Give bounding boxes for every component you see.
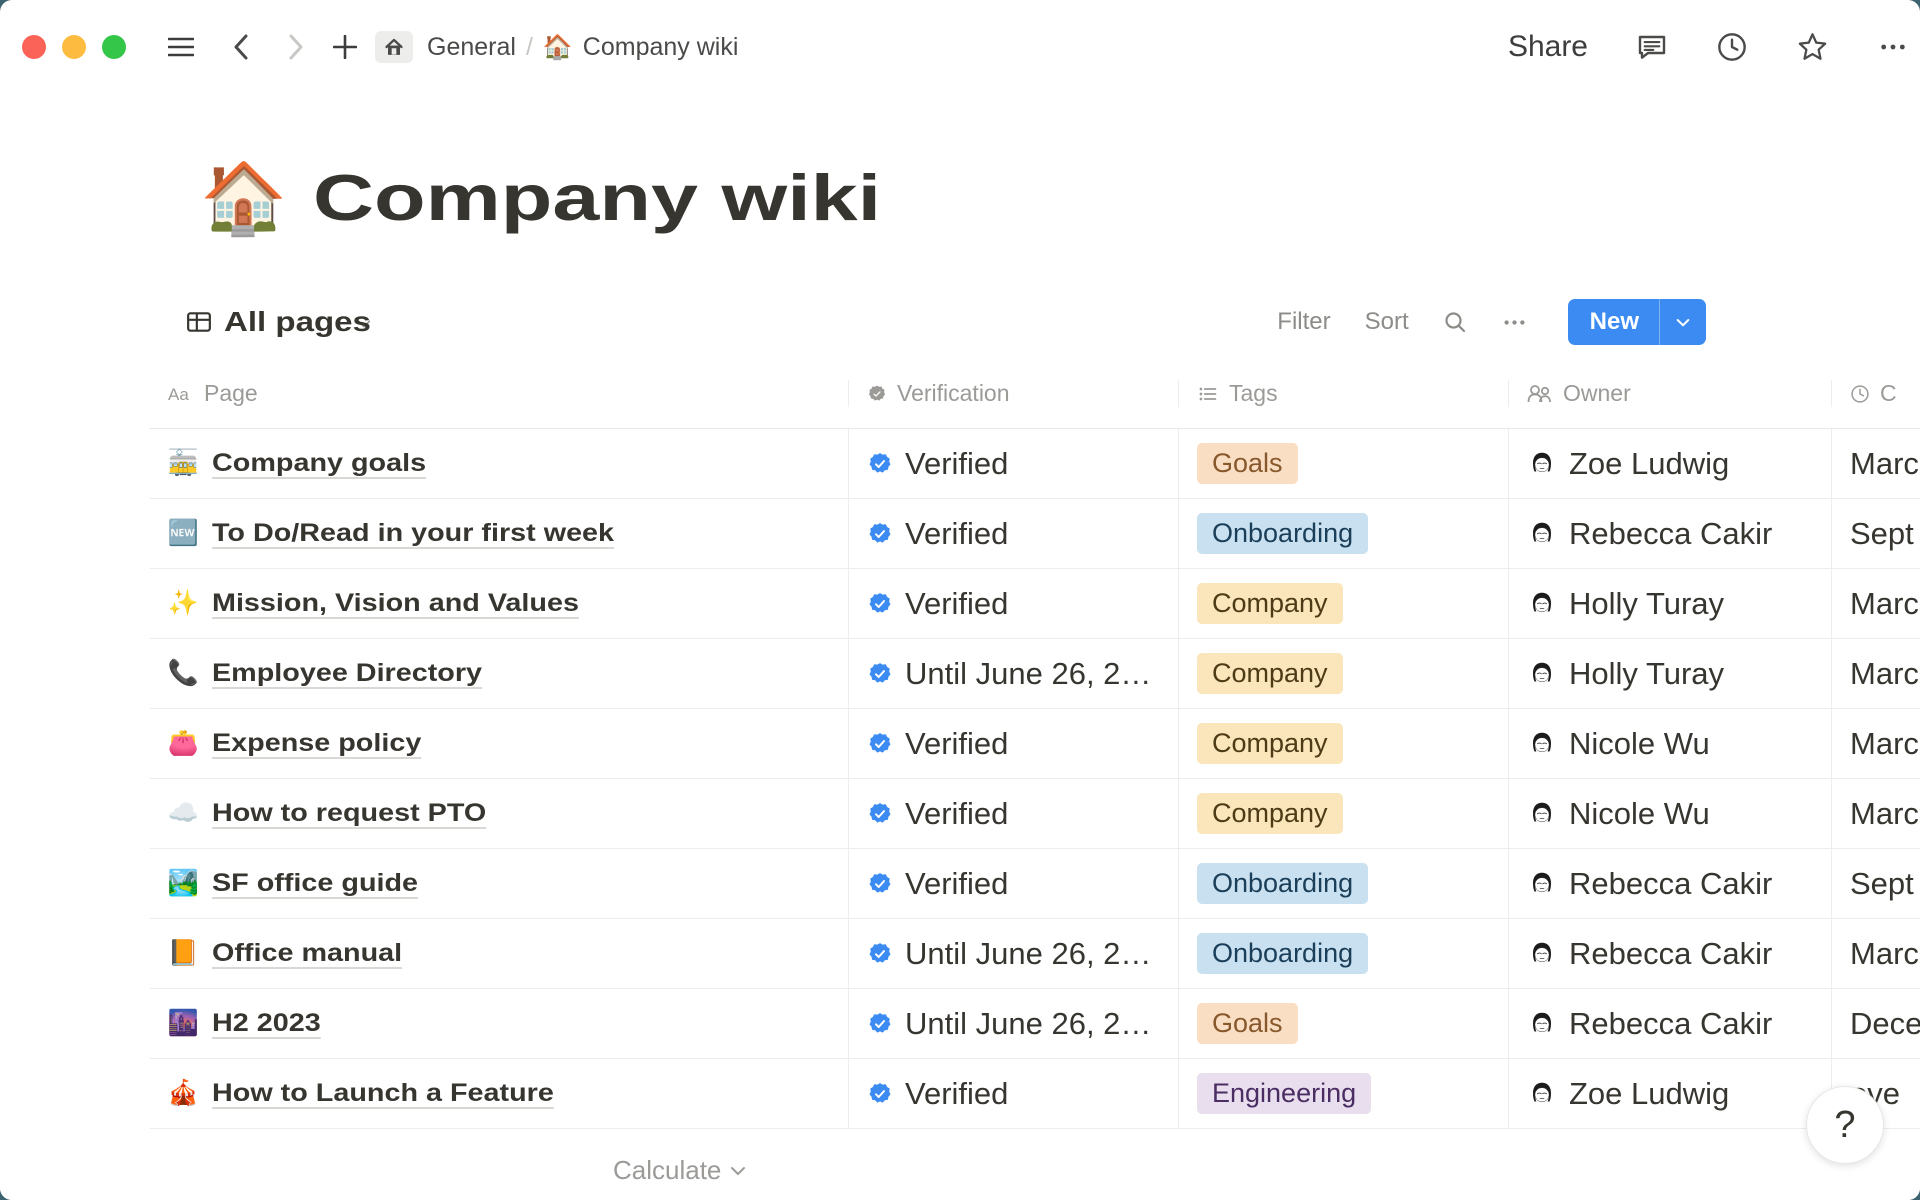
svg-text:Aa: Aa: [168, 385, 189, 404]
